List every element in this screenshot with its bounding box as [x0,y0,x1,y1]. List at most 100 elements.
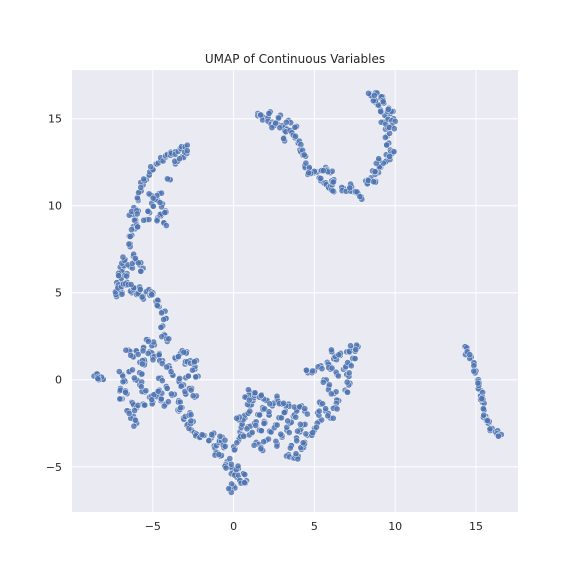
scatter-point [122,346,130,354]
scatter-point [139,347,147,355]
x-tick-label: 0 [230,520,237,533]
scatter-point [187,417,195,425]
scatter-point [479,405,487,412]
scatter-point [158,360,166,367]
scatter-point [335,351,343,359]
scatter-point [251,389,259,397]
scatter-point [480,411,488,419]
scatter-point [495,432,502,440]
scatter-point [221,436,229,444]
scatter-point [291,124,299,131]
scatter-point [379,98,387,106]
scatter-point [356,193,364,200]
scatter-point [343,378,351,386]
scatter-point [257,392,265,399]
scatter-point [176,155,183,163]
scatter-point [273,421,281,429]
scatter-point [272,119,279,127]
scatter-point [371,92,378,99]
scatter-point [165,335,173,343]
scatter-point [138,360,146,368]
scatter-point [466,351,474,358]
scatter-point [134,223,141,231]
scatter-point [160,316,167,323]
scatter-point [131,374,138,382]
scatter-point [280,135,287,142]
x-tick-label: 5 [311,520,318,533]
scatter-point [138,293,146,301]
scatter-point [233,414,240,422]
scatter-point [282,118,290,126]
scatter-point [145,190,153,198]
scatter-point [157,324,165,331]
scatter-point [205,437,213,444]
scatter-point [305,169,312,177]
scatter-point [140,175,147,183]
scatter-point [158,395,165,403]
scatter-point [115,272,122,280]
scatter-point [167,368,175,376]
scatter-point [470,367,478,375]
scatter-point [153,217,161,225]
scatter-point [127,281,135,288]
scatter-point [303,366,310,374]
scatter-point [221,443,229,450]
scatter-point [189,392,197,400]
scatter-point [123,272,130,280]
scatter-point [222,464,230,472]
scatter-point [318,365,326,373]
scatter-point [281,409,288,416]
chart-title: UMAP of Continuous Variables [205,52,385,66]
scatter-point [474,379,482,387]
scatter-point [216,433,224,440]
scatter-point [148,291,156,299]
scatter-point [344,388,351,396]
scatter-point [268,124,276,131]
scatter-point [138,383,145,391]
scatter-point [185,372,192,380]
scatter-point [346,184,354,192]
scatter-point [125,410,133,417]
scatter-point [370,178,377,186]
scatter-point [144,207,152,215]
scatter-point [163,363,170,371]
scatter-point [322,405,329,412]
scatter-point [208,431,216,438]
scatter-point [240,433,248,440]
scatter-point [324,412,332,420]
scatter-point [294,427,301,435]
scatter-point [375,155,382,163]
scatter-points [90,89,505,496]
scatter-point [227,460,235,468]
y-tick-label: 15 [48,113,62,126]
scatter-point [257,111,265,119]
scatter-point [150,203,157,210]
scatter-point [484,417,492,425]
scatter-point [335,372,342,380]
y-tick-label: 5 [55,287,62,300]
scatter-point [317,175,325,182]
scatter-point [119,378,127,386]
scatter-point [119,253,127,261]
scatter-point [292,413,300,421]
scatter-point [168,390,175,398]
scatter-point [160,402,168,410]
x-tick-label: −5 [145,520,161,533]
y-tick-label: −5 [46,461,62,474]
scatter-point [248,429,256,436]
scatter-point [145,338,152,345]
scatter-point [153,302,161,309]
scatter-point [329,414,337,422]
scatter-point [128,226,135,233]
scatter-point [94,375,102,383]
scatter-point [315,407,323,415]
scatter-point [147,163,154,171]
scatter-point [176,375,184,382]
scatter-point [256,411,263,419]
scatter-point [330,178,337,186]
scatter-point [175,353,182,360]
scatter-point [309,429,317,437]
scatter-point [231,446,238,454]
scatter-point [241,471,249,478]
